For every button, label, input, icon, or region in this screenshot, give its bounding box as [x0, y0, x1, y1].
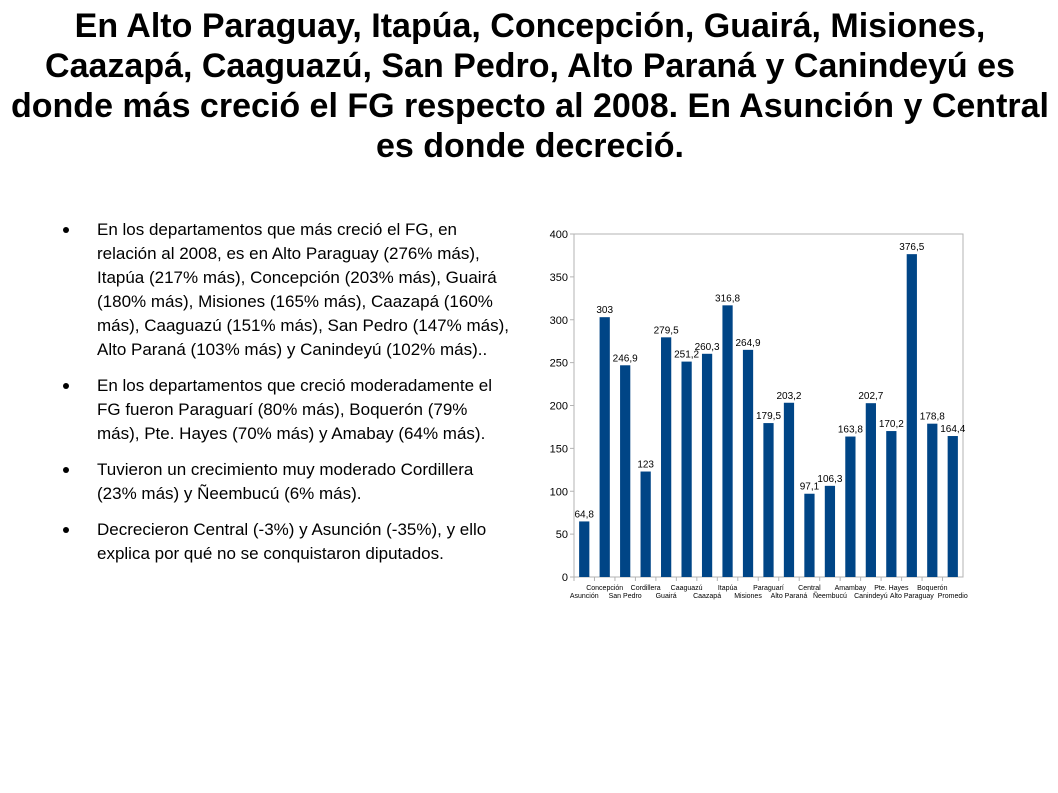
- bullet-text: En los departamentos que más creció el F…: [97, 220, 509, 359]
- bar: [865, 403, 876, 577]
- data-label: 178,8: [920, 412, 945, 423]
- data-label: 163,8: [838, 425, 863, 436]
- x-tick-label: Pte. Hayes: [874, 585, 909, 592]
- bar: [804, 493, 815, 577]
- bullet-text: Tuvieron un crecimiento muy moderado Cor…: [97, 460, 474, 503]
- bar: [845, 436, 856, 577]
- x-tick-label: Promedio: [938, 593, 968, 600]
- y-tick-label: 200: [550, 401, 568, 413]
- bar: [599, 317, 610, 577]
- bar: [579, 521, 590, 577]
- y-tick-label: 50: [556, 529, 568, 541]
- y-tick-label: 350: [550, 272, 568, 284]
- y-tick-label: 100: [550, 486, 568, 498]
- bar: [681, 361, 692, 577]
- bar: [886, 431, 897, 577]
- x-tick-label: Caaguazú: [671, 585, 703, 592]
- y-tick-label: 150: [550, 443, 568, 455]
- x-tick-label: Alto Paraguay: [890, 593, 934, 600]
- bar: [701, 353, 713, 577]
- bullet-item: Tuvieron un crecimiento muy moderado Cor…: [60, 458, 510, 506]
- data-label: 170,2: [879, 419, 904, 430]
- bullet-item: En los departamentos que creció moderada…: [60, 374, 510, 446]
- bar: [906, 254, 917, 577]
- bar-chart: 0 50 100 150 200 250 300 350 400 64,8 Asunción 303 C…: [550, 229, 968, 600]
- x-tick-label: San Pedro: [609, 593, 642, 600]
- data-label: 316,8: [715, 293, 740, 304]
- bar: [927, 423, 938, 577]
- bullet-item: Decrecieron Central (-3%) y Asunción (-3…: [60, 518, 510, 566]
- data-label: 251,2: [674, 350, 699, 361]
- x-tick-label: Canindeyú: [854, 593, 888, 600]
- y-tick-label: 300: [550, 315, 568, 327]
- bullet-list: En los departamentos que más creció el F…: [60, 218, 510, 578]
- bullet-dot-icon: [63, 467, 69, 473]
- y-tick-label: 400: [550, 229, 568, 241]
- data-label: 264,9: [736, 338, 761, 349]
- data-label: 203,2: [776, 391, 801, 402]
- bullet-text: Decrecieron Central (-3%) y Asunción (-3…: [97, 520, 487, 563]
- x-tick-label: Boquerón: [917, 585, 947, 592]
- bar: [824, 485, 836, 577]
- bullet-dot-icon: [63, 383, 69, 389]
- page-title: En Alto Paraguay, Itapúa, Concepción, Gu…: [11, 7, 1049, 165]
- x-tick-label: Alto Paraná: [771, 593, 808, 600]
- data-label: 202,7: [858, 391, 883, 402]
- bar: [783, 402, 795, 577]
- x-tick-label: Concepción: [586, 585, 623, 592]
- data-label: 246,9: [613, 353, 638, 364]
- y-tick-label: 0: [562, 572, 568, 584]
- bar: [763, 423, 774, 577]
- data-label: 279,5: [654, 325, 679, 336]
- data-label: 64,8: [575, 509, 595, 520]
- bullet-item: En los departamentos que más creció el F…: [60, 218, 510, 362]
- x-tick-label: Caazapá: [693, 593, 721, 600]
- data-label: 303: [596, 305, 613, 316]
- bar: [947, 436, 958, 577]
- x-tick-label: Itapúa: [718, 585, 738, 592]
- bar: [640, 471, 651, 577]
- x-tick-label: Amambay: [835, 585, 867, 592]
- data-label: 376,5: [899, 242, 924, 253]
- x-tick-label: Guairá: [656, 593, 677, 600]
- data-label: 164,4: [940, 424, 965, 435]
- x-tick-label: Ñeembucú: [813, 591, 847, 600]
- bullet-text: En los departamentos que creció moderada…: [97, 376, 493, 443]
- x-tick-label: Central: [798, 585, 821, 592]
- x-tick-label: Paraguarí: [753, 585, 784, 592]
- data-label: 179,5: [756, 411, 781, 422]
- x-tick-label: Misiones: [734, 593, 762, 600]
- bar: [620, 365, 631, 577]
- y-tick-label: 250: [550, 358, 568, 370]
- x-tick-label: Asunción: [570, 593, 599, 600]
- bar: [722, 305, 733, 577]
- bar: [742, 349, 754, 577]
- bullet-dot-icon: [63, 527, 69, 533]
- bullet-dot-icon: [63, 227, 69, 233]
- bar: [661, 337, 672, 577]
- data-label: 97,1: [800, 482, 820, 493]
- data-label: 260,3: [695, 342, 720, 353]
- data-label: 106,3: [817, 474, 842, 485]
- data-label: 123: [637, 460, 654, 471]
- x-tick-label: Cordillera: [631, 585, 661, 592]
